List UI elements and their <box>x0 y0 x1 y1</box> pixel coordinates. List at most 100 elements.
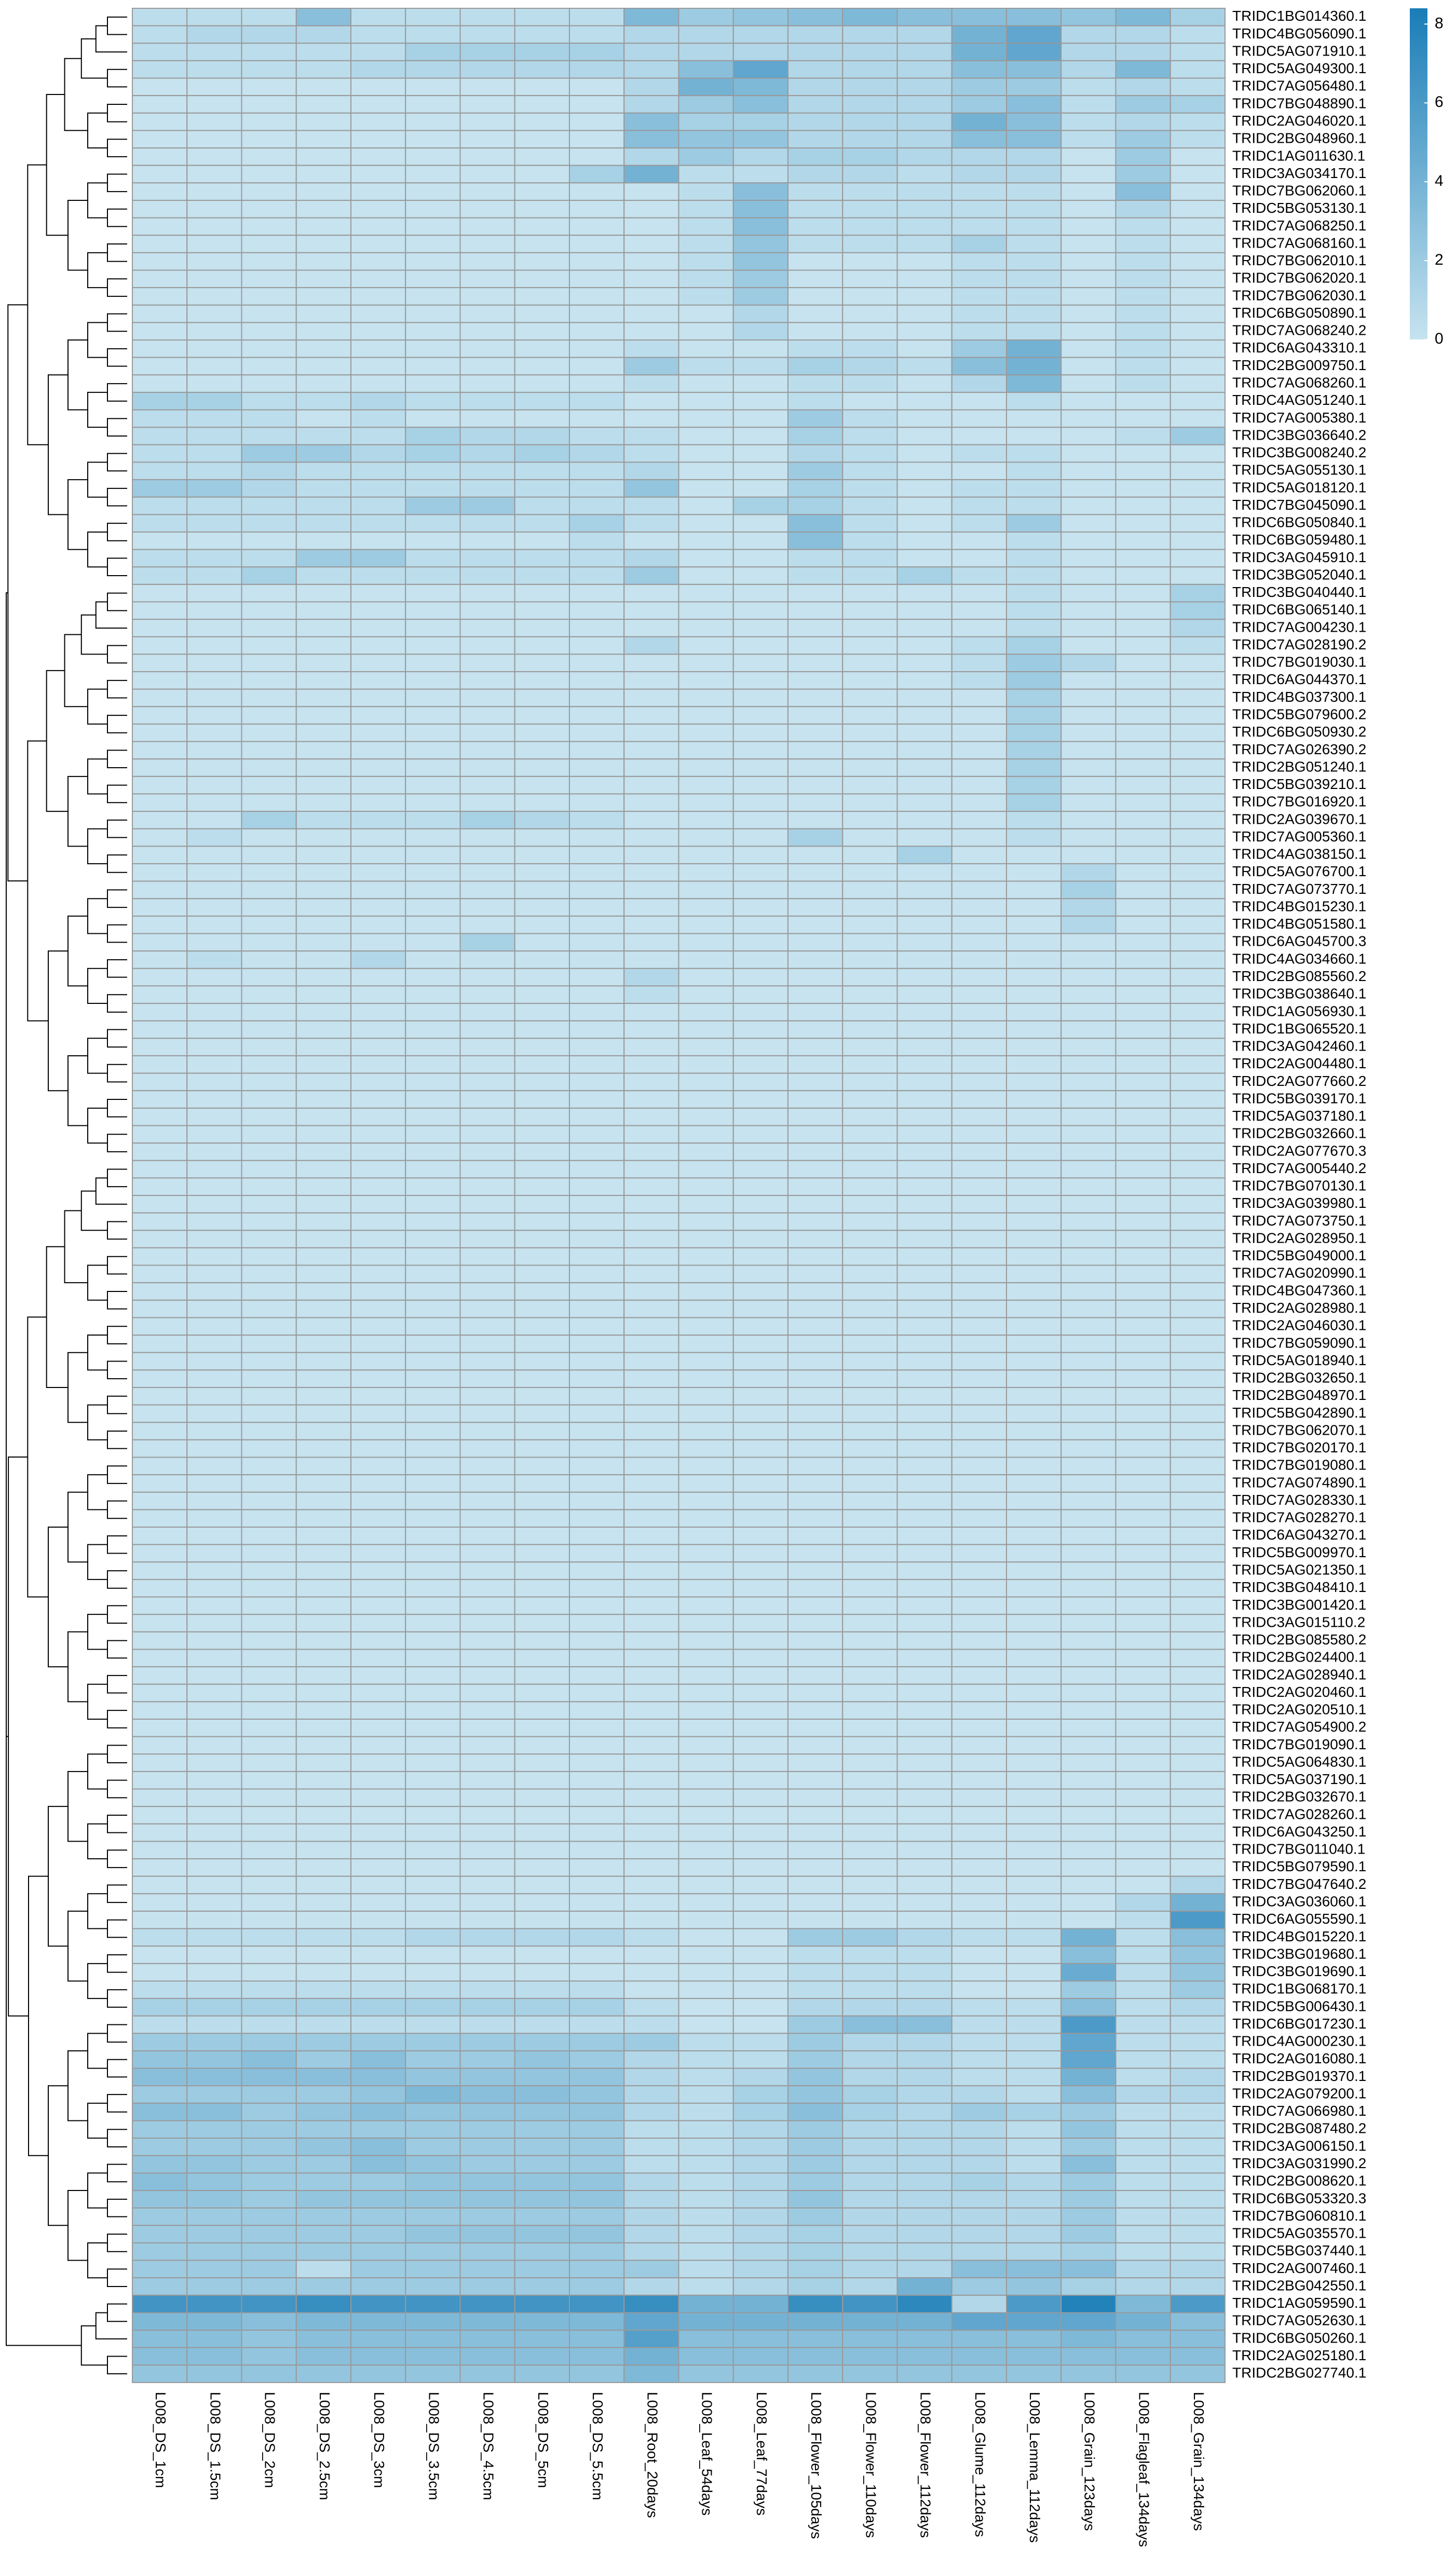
heatmap-cell <box>241 933 297 952</box>
heatmap-cell <box>678 287 734 306</box>
heatmap-cell <box>350 1369 406 1388</box>
row-label: TRIDC7BG062070.1 <box>1232 1422 1366 1438</box>
heatmap-cell <box>678 1666 734 1685</box>
heatmap-cell <box>1115 77 1171 97</box>
heatmap-cell <box>569 915 625 934</box>
heatmap-cell <box>350 461 406 481</box>
heatmap-cell <box>1115 654 1171 673</box>
heatmap-cell <box>295 2015 351 2034</box>
heatmap-cell <box>405 2085 461 2104</box>
heatmap-cell <box>350 2172 406 2192</box>
heatmap-cell <box>186 933 242 952</box>
heatmap-cell <box>1006 409 1062 428</box>
heatmap-cell <box>896 2347 952 2366</box>
heatmap-cell <box>459 723 515 742</box>
heatmap-cell <box>1006 671 1062 690</box>
heatmap-cell <box>514 1439 570 1458</box>
heatmap-cell <box>514 706 570 725</box>
heatmap-cell <box>405 1718 461 1737</box>
row-label: TRIDC2AG077670.3 <box>1232 1142 1366 1159</box>
heatmap-cell <box>132 269 188 289</box>
heatmap-cell <box>350 1299 406 1318</box>
heatmap-cell <box>732 339 788 358</box>
row-label: TRIDC6BG050840.1 <box>1232 514 1366 530</box>
heatmap-cell <box>459 950 515 969</box>
heatmap-cell <box>1169 1858 1226 1877</box>
heatmap-cell <box>1115 583 1171 603</box>
dendrogram-branch <box>107 16 127 35</box>
heatmap-cell <box>350 95 406 114</box>
heatmap-cell <box>951 1980 1007 1999</box>
row-label: TRIDC2AG020510.1 <box>1232 1702 1366 1718</box>
heatmap-cell <box>1006 8 1062 26</box>
heatmap-cell <box>623 2190 679 2209</box>
row-label: TRIDC5AG055130.1 <box>1232 462 1366 478</box>
heatmap-cell <box>787 1858 843 1877</box>
heatmap-cell <box>678 1404 734 1423</box>
heatmap-cell <box>1060 1963 1117 1982</box>
heatmap-cell <box>787 2050 843 2069</box>
heatmap-cell <box>1006 1474 1062 1493</box>
heatmap-cell <box>1060 2364 1117 2384</box>
heatmap-cell <box>295 1858 351 1877</box>
heatmap-cell <box>842 1299 898 1318</box>
row-label: TRIDC7AG052630.1 <box>1232 2312 1366 2329</box>
row-label: TRIDC7AG004230.1 <box>1232 619 1366 635</box>
heatmap-cell <box>459 1107 515 1126</box>
heatmap-cell <box>405 182 461 201</box>
heatmap-cell <box>842 1212 898 1231</box>
heatmap-cell <box>186 950 242 969</box>
heatmap-cell <box>1169 723 1226 742</box>
heatmap-cell <box>732 1195 788 1214</box>
heatmap-cell <box>1006 2033 1062 2051</box>
heatmap-cell <box>787 636 843 655</box>
heatmap-cell <box>295 758 351 777</box>
heatmap-cell <box>132 1142 188 1161</box>
heatmap-cell <box>350 1055 406 1074</box>
heatmap-cell <box>1115 269 1171 289</box>
heatmap-cell <box>295 269 351 289</box>
heatmap-cell <box>295 1527 351 1545</box>
heatmap-cell <box>1060 1282 1117 1301</box>
heatmap-cell <box>1006 147 1062 166</box>
heatmap-cell <box>459 828 515 847</box>
heatmap-cell <box>295 1422 351 1440</box>
heatmap-cell <box>951 444 1007 463</box>
heatmap-cell <box>1115 199 1171 219</box>
heatmap-cell <box>350 1980 406 1999</box>
heatmap-cell <box>295 95 351 114</box>
row-label: TRIDC7AG068250.1 <box>1232 217 1366 234</box>
heatmap-cell <box>787 1422 843 1440</box>
heatmap-cell <box>1060 1945 1117 1964</box>
heatmap-cell <box>241 1072 297 1092</box>
row-label: TRIDC3BG040440.1 <box>1232 584 1366 600</box>
heatmap-cell <box>951 1683 1007 1703</box>
heatmap-cell <box>1060 514 1117 533</box>
heatmap-cell <box>569 2138 625 2156</box>
heatmap-cell <box>459 1544 515 1563</box>
heatmap-cell <box>1115 165 1171 184</box>
heatmap-cell <box>186 2155 242 2174</box>
heatmap-cell <box>459 619 515 637</box>
heatmap-cell <box>132 2330 188 2348</box>
heatmap-cell <box>1060 1090 1117 1109</box>
heatmap-cell <box>459 2207 515 2226</box>
heatmap-cell <box>241 322 297 341</box>
heatmap-cell <box>1115 2312 1171 2331</box>
heatmap-cell <box>459 898 515 917</box>
heatmap-cell <box>896 322 952 341</box>
heatmap-cell <box>459 1561 515 1580</box>
heatmap-cell <box>678 863 734 882</box>
heatmap-cell <box>623 2015 679 2034</box>
heatmap-cell <box>623 706 679 725</box>
heatmap-cell <box>732 1614 788 1632</box>
heatmap-cell <box>787 1666 843 1685</box>
heatmap-cell <box>842 1003 898 1022</box>
heatmap-cell <box>186 915 242 934</box>
heatmap-cell <box>951 1771 1007 1790</box>
heatmap-cell <box>569 1875 625 1895</box>
row-label: TRIDC5BG037440.1 <box>1232 2242 1366 2258</box>
heatmap-cell <box>787 1509 843 1528</box>
heatmap-cell <box>569 444 625 463</box>
heatmap-cell <box>896 880 952 900</box>
